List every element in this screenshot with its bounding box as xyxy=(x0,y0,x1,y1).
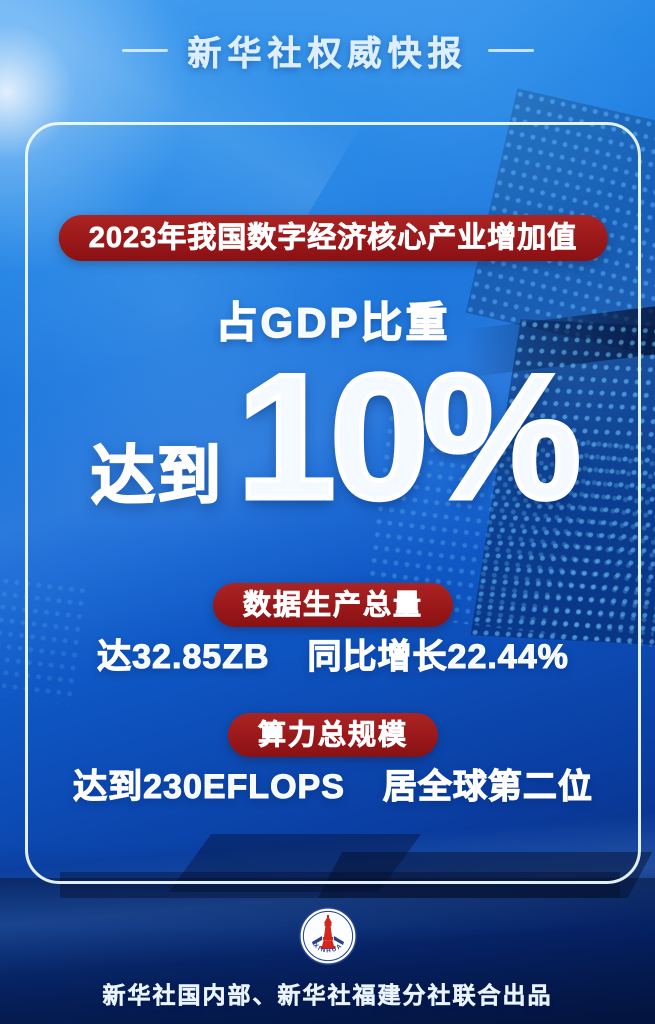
headline-badge: 2023年我国数字经济核心产业增加值 xyxy=(58,215,608,261)
xinhua-emblem-icon: XINHUA xyxy=(298,906,357,966)
data-output-stats: 达32.85ZB 同比增长22.44% xyxy=(97,629,569,678)
data-output-value: 达32.85ZB xyxy=(97,637,270,676)
title-dash-left xyxy=(121,49,168,52)
computing-badge: 算力总规模 xyxy=(227,713,439,757)
reach-prefix: 达到 xyxy=(90,439,223,513)
header: 新华社权威快报 xyxy=(0,26,655,75)
computing-value: 达到230EFLOPS xyxy=(73,767,345,806)
gdp-share-percentage: 10% xyxy=(234,337,583,536)
data-output-badge: 数据生产总量 xyxy=(212,583,454,627)
page-title: 新华社权威快报 xyxy=(187,35,468,74)
gdp-share-value-line: 达到 10% xyxy=(90,337,584,536)
credit-line: 新华社国内部、新华社福建分社联合出品 xyxy=(102,982,553,1009)
computing-stats: 达到230EFLOPS 居全球第二位 xyxy=(73,759,593,808)
content-card: 2023年我国数字经济核心产业增加值 占GDP比重 达到 10% 数据生产总量 … xyxy=(25,122,641,884)
data-output-growth: 同比增长22.44% xyxy=(307,637,569,676)
computing-rank: 居全球第二位 xyxy=(382,767,593,806)
title-dash-right xyxy=(487,49,534,52)
